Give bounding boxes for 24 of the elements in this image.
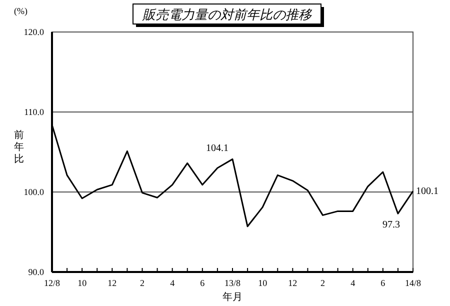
x-tick-label: 6 xyxy=(200,278,206,288)
x-tick-label: 6 xyxy=(380,278,386,288)
data-label: 100.1 xyxy=(416,186,438,198)
data-label: 104.1 xyxy=(206,143,228,154)
x-tick-label: 10 xyxy=(78,278,88,288)
y-axis-title: 前年比 xyxy=(14,129,24,165)
x-tick-label: 12 xyxy=(108,278,117,288)
y-tick-label: 100.0 xyxy=(24,187,44,197)
y-tick-label: 110.0 xyxy=(24,107,44,117)
x-tick-label: 14/8 xyxy=(404,278,422,288)
x-tick-label: 12 xyxy=(288,278,298,288)
y-tick-label: 120.0 xyxy=(24,27,44,37)
x-tick-label: 10 xyxy=(258,278,268,288)
x-tick-label: 2 xyxy=(320,278,325,288)
x-tick-label: 13/8 xyxy=(224,278,241,288)
y-tick-label: 90.0 xyxy=(28,267,44,277)
x-tick-label: 2 xyxy=(140,278,144,288)
chart-title: 販売電力量の対前年比の推移 xyxy=(142,7,312,23)
x-axis-title: 年月 xyxy=(222,291,242,303)
data-label: 97.3 xyxy=(382,220,400,231)
text: (%) xyxy=(14,6,28,16)
x-tick-label: 12/8 xyxy=(44,278,60,288)
x-tick-label: 4 xyxy=(170,278,176,288)
x-tick-label: 4 xyxy=(350,278,356,288)
